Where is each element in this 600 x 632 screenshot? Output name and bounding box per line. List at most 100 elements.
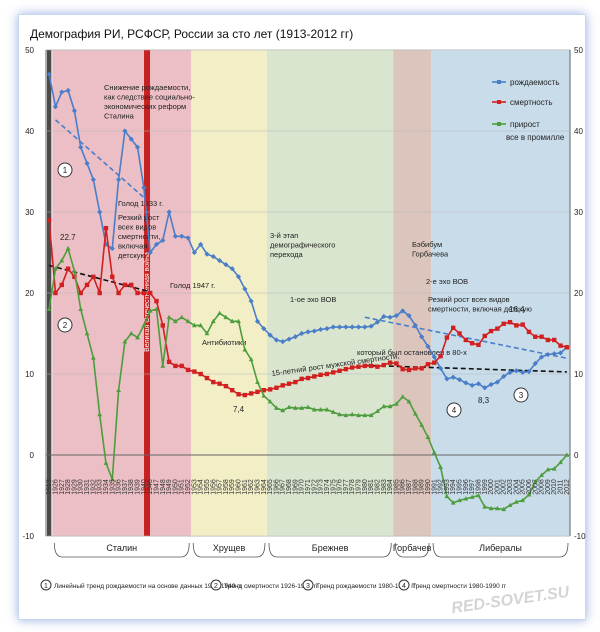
data-point (236, 318, 241, 324)
data-point (185, 367, 191, 373)
y-tick-label: 40 (25, 127, 34, 136)
data-point (59, 258, 65, 263)
data-point (210, 318, 216, 324)
data-point (476, 342, 481, 348)
x-tick-label: 1929 (71, 479, 78, 495)
x-tick-label: 1958 (223, 479, 230, 495)
trend-note-marker (302, 579, 314, 591)
y-tick-label-right: 0 (574, 451, 579, 460)
x-tick-label: 1936 (116, 479, 123, 495)
data-point (507, 502, 513, 508)
x-tick-label: 1947 (153, 479, 160, 495)
trend-birth-1926 (54, 119, 145, 199)
data-point (349, 324, 355, 330)
trend-number: 2 (63, 321, 68, 330)
data-point (419, 334, 425, 340)
data-point (318, 372, 323, 378)
data-point (444, 376, 450, 382)
data-point (475, 381, 482, 387)
data-point (248, 298, 254, 304)
era-label: Сталин (106, 543, 137, 553)
data-point (558, 343, 563, 348)
era-bracket (53, 542, 190, 558)
data-point (349, 365, 355, 370)
data-point (419, 422, 425, 427)
x-tick-label: 2007 (532, 479, 539, 495)
data-point (90, 177, 96, 183)
data-point (122, 339, 128, 344)
era-bracket (394, 542, 430, 558)
x-tick-label: 1927 (59, 479, 66, 495)
x-tick-label: 1980 (362, 479, 369, 495)
data-point (412, 411, 418, 416)
data-point (185, 235, 191, 241)
trend-note-marker (210, 579, 222, 591)
data-point (299, 405, 305, 410)
data-point (59, 282, 64, 288)
data-point (343, 324, 349, 330)
data-point (312, 374, 317, 379)
x-tick-label: 1967 (280, 479, 287, 495)
data-point (305, 329, 311, 335)
data-point (488, 381, 494, 388)
x-tick-label: 1995 (457, 479, 464, 495)
data-point (551, 466, 557, 471)
x-tick-label: 1990 (425, 479, 432, 495)
data-point (387, 360, 393, 365)
data-point (538, 354, 545, 360)
data-point (557, 350, 564, 356)
data-point (387, 403, 393, 409)
data-point (533, 334, 538, 339)
data-point (368, 323, 374, 329)
annotation-mortality-rise-90s: смертности, включая детскую (428, 305, 532, 314)
data-point (147, 249, 153, 256)
annotation-transition: демографического (270, 241, 335, 250)
x-tick-label: 1933 (97, 479, 104, 495)
data-point (166, 314, 172, 320)
x-tick-label: 1996 (463, 479, 470, 495)
x-tick-label: 1979 (356, 479, 363, 495)
data-point (198, 322, 204, 328)
data-point (330, 324, 336, 330)
x-tick-label: 1953 (191, 479, 198, 495)
data-point (292, 405, 298, 410)
legend-marker (497, 100, 501, 104)
data-point (217, 381, 222, 386)
data-point (109, 245, 115, 252)
data-point (552, 337, 557, 343)
data-point (84, 160, 90, 166)
data-point (72, 274, 77, 279)
y-tick-label: -10 (22, 532, 34, 541)
data-point (185, 318, 191, 324)
data-point (545, 351, 551, 358)
annotation-stalin-reforms: экономических реформ (104, 102, 186, 111)
data-point (368, 363, 374, 369)
data-point (520, 322, 525, 327)
data-point (255, 389, 260, 395)
x-tick-label: 1940 (141, 479, 148, 495)
data-point (394, 361, 399, 366)
y-tick-label-right: 10 (574, 370, 583, 379)
data-point (274, 385, 279, 390)
data-point (147, 308, 153, 313)
era-label: Либералы (479, 543, 522, 553)
data-point (431, 449, 437, 455)
data-point (311, 328, 317, 334)
y-tick-label: 20 (25, 289, 34, 298)
data-point (551, 351, 557, 357)
annotation-echo-2: 2-е эхо ВОВ (426, 277, 468, 286)
y-tick-label-right: 50 (574, 46, 583, 55)
trend-number-marker (446, 402, 462, 418)
data-point (160, 323, 165, 328)
era-bracket (432, 542, 569, 558)
era-bracket (192, 542, 266, 558)
data-point (103, 226, 109, 231)
trend-number-marker (513, 387, 529, 403)
data-point (482, 504, 488, 509)
data-point (280, 339, 286, 345)
data-point (318, 326, 324, 333)
data-point (305, 375, 311, 381)
data-point (235, 274, 242, 280)
trend-number: 3 (519, 391, 524, 400)
era-bracket (268, 542, 392, 558)
